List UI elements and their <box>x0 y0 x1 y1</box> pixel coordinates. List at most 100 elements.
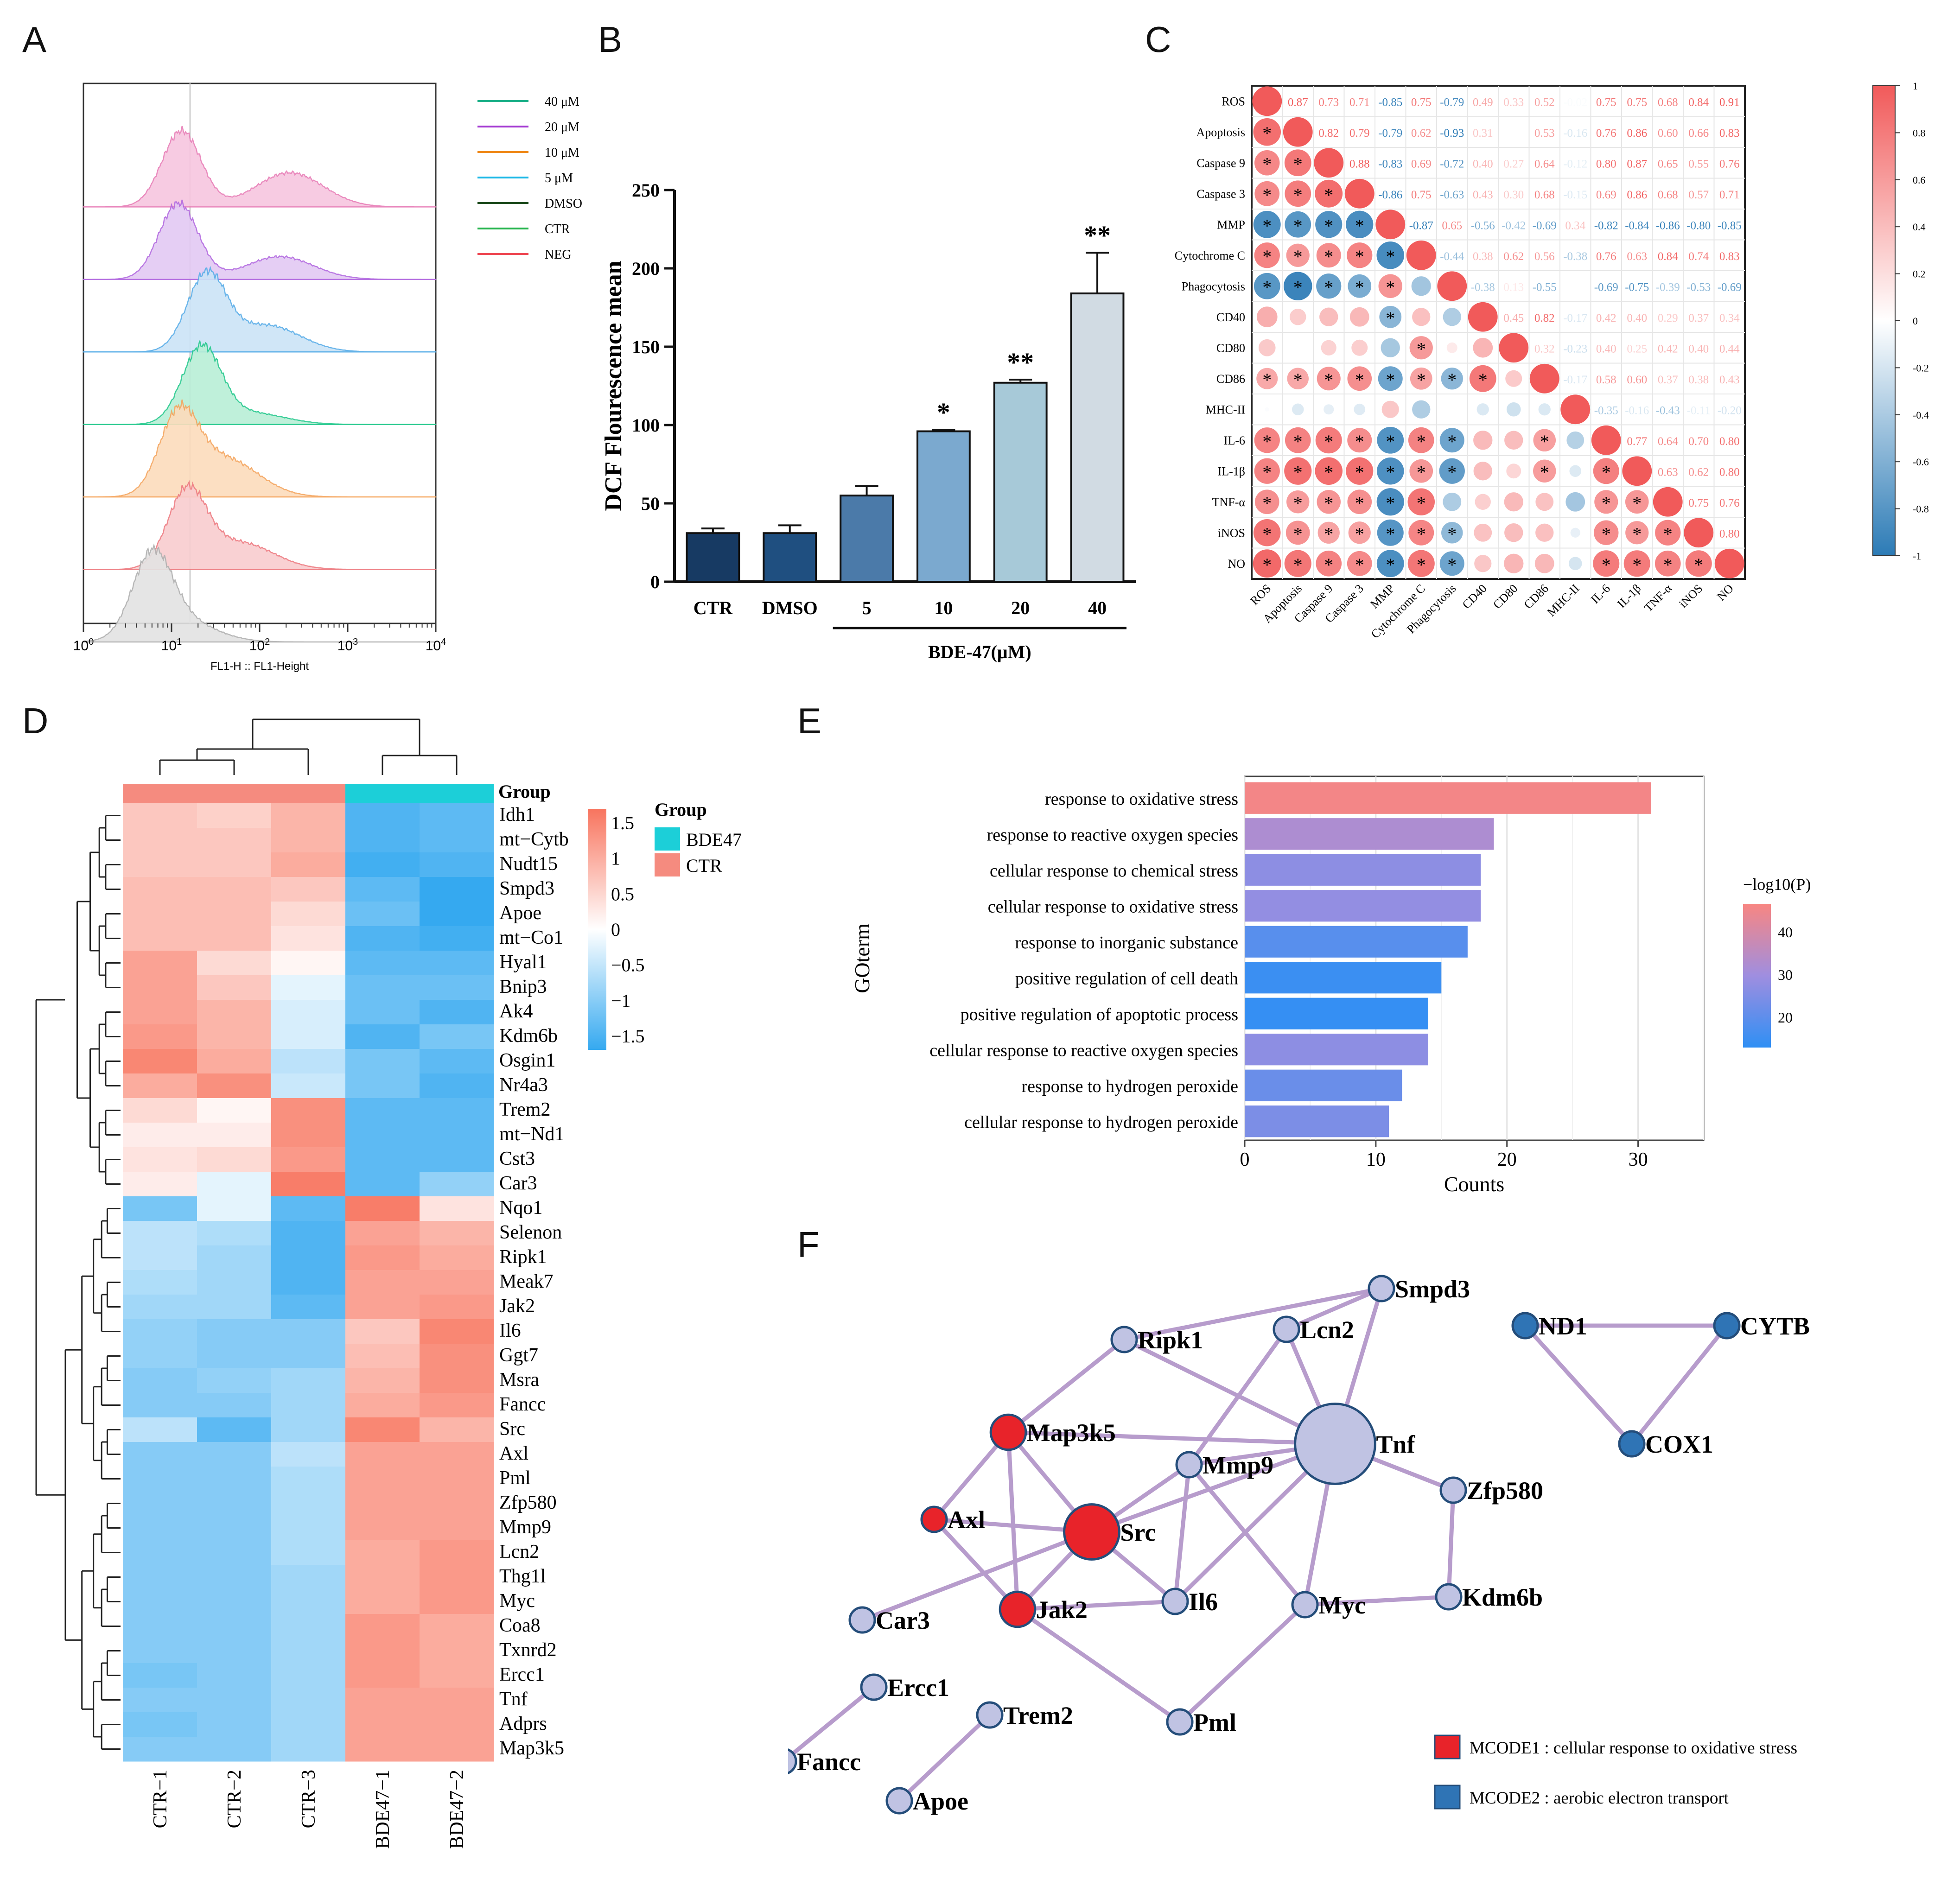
heat-cell <box>197 1491 272 1516</box>
sample-label: CTR−3 <box>298 1770 319 1828</box>
heat-cell <box>345 1589 420 1614</box>
sample-label: CTR−2 <box>224 1770 245 1828</box>
corr-value: 0.40 <box>1473 158 1493 170</box>
corr-circle <box>1533 459 1556 483</box>
heat-cell <box>197 1516 272 1541</box>
row-label: Apoptosis <box>1196 126 1245 139</box>
colorbar <box>588 809 606 1050</box>
corr-circle <box>1476 403 1489 416</box>
star-mark: * <box>1324 246 1333 267</box>
col-label: IL-1β <box>1615 582 1644 611</box>
go-bar <box>1245 962 1442 994</box>
corr-circle <box>1569 465 1582 477</box>
colorbar-label: 1 <box>611 848 620 869</box>
heat-cell <box>271 1516 346 1541</box>
star-mark: * <box>1386 431 1395 452</box>
corr-value: 0.64 <box>1534 158 1555 170</box>
node-Car3 <box>848 1606 876 1634</box>
corr-circle <box>1316 550 1342 577</box>
star-mark: * <box>1262 215 1272 236</box>
star-mark: * <box>1602 493 1611 514</box>
corr-value: 0.88 <box>1349 158 1370 170</box>
corr-value: 0.60 <box>1658 127 1678 140</box>
heat-cell <box>271 1368 346 1393</box>
node-label-Src: Src <box>1120 1518 1156 1546</box>
heat-cell <box>123 1000 197 1025</box>
gene-label: Txnrd2 <box>499 1639 557 1661</box>
corr-circle <box>1439 458 1465 484</box>
corr-value: 0.65 <box>1442 219 1462 232</box>
network-edge <box>1630 1324 1729 1445</box>
heat-cell <box>197 1663 272 1688</box>
corr-value: -0.12 <box>1563 158 1587 170</box>
heat-cell <box>123 1614 197 1639</box>
heat-cell <box>271 1344 346 1369</box>
heat-cell <box>420 828 494 853</box>
legend-label-1: MCODE2 : aerobic electron transport <box>1470 1789 1729 1808</box>
y-tick-label: 0 <box>650 572 660 592</box>
panel-label-b: B <box>598 19 623 60</box>
corr-value: 0.69 <box>1411 158 1432 170</box>
corr-circle <box>1565 492 1585 512</box>
heat-cell <box>345 828 420 853</box>
gene-label: Selenon <box>499 1222 562 1243</box>
star-mark: * <box>1447 462 1457 483</box>
heat-cell <box>197 1639 272 1664</box>
panel-label-f: F <box>797 1224 820 1265</box>
heat-cell <box>271 1073 346 1099</box>
row-label: CD80 <box>1216 341 1245 355</box>
colorbar-label: 0.4 <box>1913 221 1926 233</box>
corr-value: 0.13 <box>1503 281 1524 293</box>
heat-cell <box>123 1393 197 1418</box>
star-mark: * <box>1293 369 1303 390</box>
corr-circle <box>1254 458 1280 484</box>
group-legend-swatch <box>655 827 680 851</box>
star-mark: * <box>1293 184 1303 205</box>
sample-label: BDE47−1 <box>372 1770 394 1849</box>
heat-cell <box>197 1049 272 1074</box>
star-mark: * <box>1324 184 1333 205</box>
heat-cell <box>123 852 197 877</box>
corr-circle <box>1535 493 1554 511</box>
corr-value: 0.76 <box>1596 127 1616 140</box>
gene-label: Map3k5 <box>499 1738 564 1759</box>
corr-value: 0.76 <box>1719 158 1740 170</box>
row-label: iNOS <box>1218 526 1245 540</box>
x-tick-label: 102 <box>249 637 270 654</box>
corr-value: -0.87 <box>1409 219 1433 232</box>
heat-cell <box>271 1295 346 1320</box>
corr-circle <box>1407 488 1435 516</box>
heat-cell <box>197 902 272 927</box>
row-label: Phagocytosis <box>1182 279 1245 293</box>
heat-cell <box>420 877 494 902</box>
group-cell <box>345 784 420 803</box>
corr-value: 0.62 <box>1503 250 1524 263</box>
corr-circle <box>1321 340 1336 356</box>
heat-cell <box>345 1319 420 1344</box>
corr-circle <box>1316 273 1342 299</box>
node-Zfp580 <box>1439 1476 1467 1504</box>
corr-circle <box>1685 550 1712 577</box>
star-mark: * <box>1324 523 1333 544</box>
corr-value: 0.29 <box>1658 312 1678 324</box>
corr-circle <box>1529 363 1559 394</box>
heat-cell <box>123 926 197 951</box>
y-tick-label: 200 <box>632 258 660 279</box>
star-mark: * <box>1293 277 1303 298</box>
heat-cell <box>420 1417 494 1442</box>
heat-cell <box>345 1712 420 1737</box>
heat-cell <box>123 902 197 927</box>
heat-cell <box>123 1516 197 1541</box>
heat-cell <box>420 926 494 951</box>
corr-value: 0.87 <box>1288 96 1308 108</box>
heat-cell <box>271 1417 346 1442</box>
corr-circle <box>1376 457 1404 485</box>
star-mark: * <box>1262 123 1272 144</box>
significance-mark: * <box>937 397 950 427</box>
gene-label: Meak7 <box>499 1271 554 1292</box>
heat-cell <box>345 852 420 877</box>
network-edge <box>1523 1324 1634 1446</box>
network-edge <box>1008 1430 1336 1446</box>
heat-cell <box>123 1688 197 1713</box>
corr-circle <box>1446 342 1457 353</box>
